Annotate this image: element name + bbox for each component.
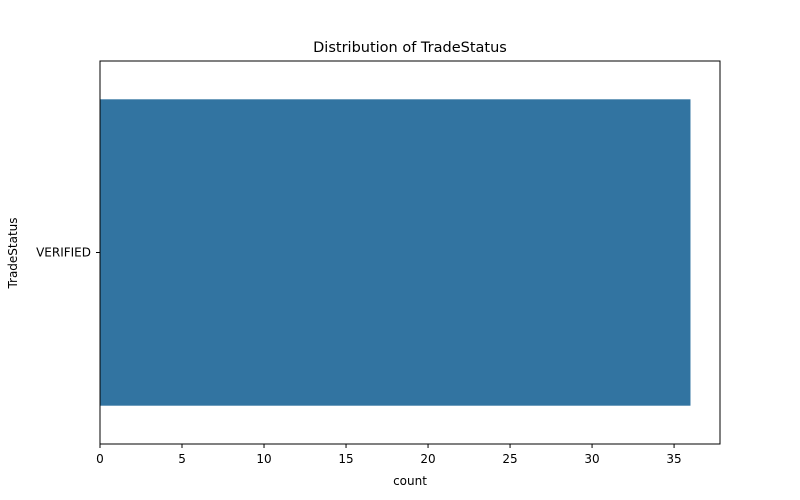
plot-area: VERIFIED 0 5 10 15 20 25 30 35 — [36, 60, 721, 466]
x-tick-label: 0 — [96, 452, 104, 466]
x-tick-label: 15 — [338, 452, 353, 466]
axes-frame — [99, 60, 721, 445]
x-tick-label: 35 — [666, 452, 681, 466]
x-tick-label: 30 — [584, 452, 599, 466]
x-tick-label: 20 — [420, 452, 435, 466]
bar-verified — [100, 99, 691, 406]
x-tick-label: 5 — [178, 452, 186, 466]
y-tick-label: VERIFIED — [36, 246, 91, 260]
x-axis-label: count — [393, 474, 427, 488]
y-axis-label: TradeStatus — [6, 217, 20, 289]
x-tick-label: 25 — [502, 452, 517, 466]
x-tick-label: 10 — [256, 452, 271, 466]
chart-title: Distribution of TradeStatus — [313, 40, 507, 56]
